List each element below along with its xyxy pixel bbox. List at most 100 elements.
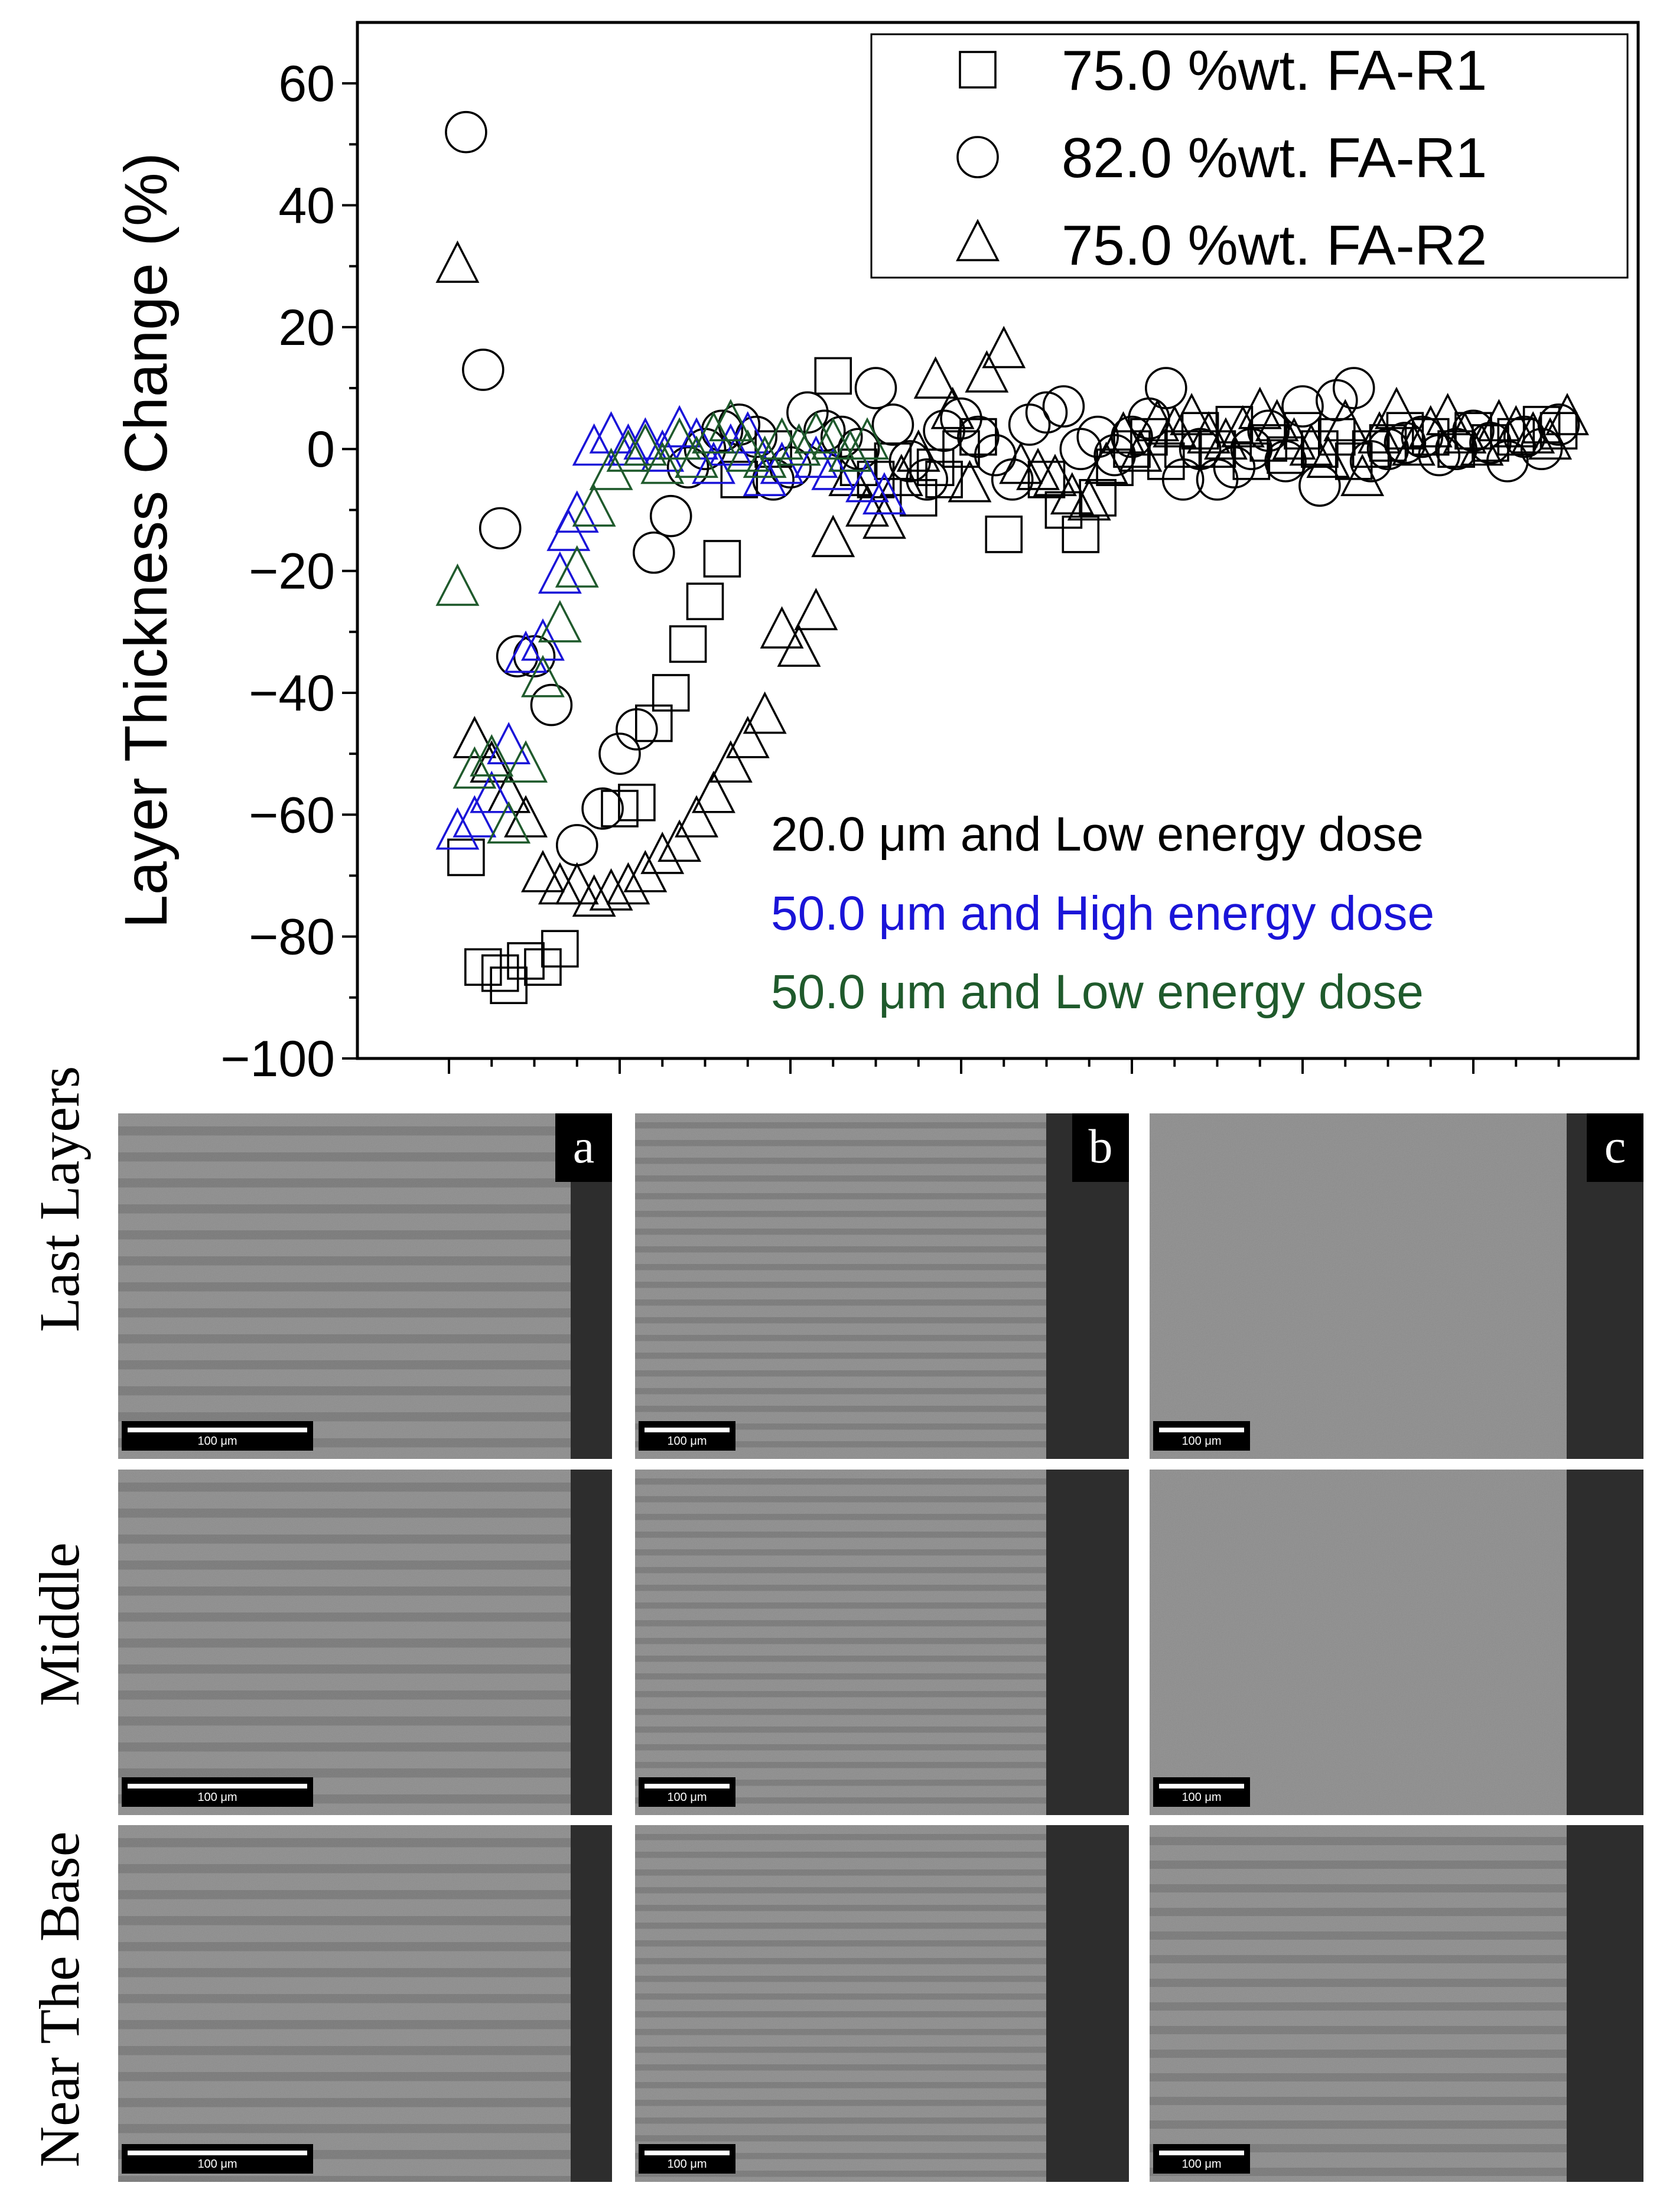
- data-point-series-5: [504, 740, 548, 783]
- scale-bar: 100 μm: [639, 2144, 735, 2174]
- data-point-series-3: [520, 849, 565, 892]
- micrograph-last-layers-b: b 100 μm: [635, 1113, 1129, 1459]
- data-point-series-5: [487, 801, 531, 844]
- data-point-series-2: [1401, 415, 1444, 458]
- data-point-series-1: [669, 625, 707, 663]
- data-point-series-4: [435, 807, 480, 850]
- y-axis-ticks: 60 40 20 0 −20 −40 −60 −80 −100: [220, 56, 357, 1087]
- data-point-series-2: [581, 787, 624, 830]
- y-tick-label: −40: [249, 665, 335, 722]
- y-axis-label: Layer Thickness Change (%): [112, 152, 180, 928]
- scale-bar: 100 μm: [122, 2144, 313, 2174]
- scale-bar-label: 100 μm: [667, 2158, 707, 2171]
- data-point-series-4: [640, 429, 685, 472]
- data-point-series-2: [1281, 385, 1324, 428]
- y-tick-label: −60: [249, 787, 335, 843]
- data-point-series-4: [589, 411, 633, 454]
- data-point-series-4: [572, 423, 616, 466]
- data-point-series-3: [1340, 454, 1385, 497]
- background-edge: [1567, 1470, 1643, 1815]
- data-point-series-5: [691, 411, 735, 454]
- data-point-series-5: [572, 484, 616, 527]
- y-tick-label: 60: [278, 56, 335, 112]
- data-point-series-1: [481, 954, 519, 992]
- legend-marker-2: [956, 136, 999, 178]
- data-point-series-3: [606, 862, 650, 905]
- scale-bar-label: 100 μm: [197, 1791, 237, 1804]
- data-point-series-3: [504, 795, 548, 838]
- data-point-series-2: [1042, 385, 1085, 428]
- data-point-series-3: [658, 819, 702, 862]
- data-point-series-3: [623, 849, 668, 892]
- data-point-series-2: [1093, 434, 1136, 477]
- data-point-series-1: [959, 418, 997, 456]
- y-tick-label: −100: [220, 1031, 335, 1087]
- legend-label-1: 75.0 %wt. FA-R1: [1062, 39, 1487, 102]
- background-edge: [571, 1470, 612, 1815]
- data-point-series-2: [871, 403, 914, 446]
- panel-tag-b: b: [1072, 1113, 1129, 1182]
- scale-bar-label: 100 μm: [1181, 1435, 1222, 1448]
- data-point-series-2: [1059, 428, 1102, 471]
- data-point-series-2: [1332, 367, 1375, 409]
- data-point-series-2: [1349, 440, 1392, 483]
- scale-bar: 100 μm: [1153, 1421, 1250, 1451]
- legend-label-2: 82.0 %wt. FA-R1: [1062, 126, 1487, 190]
- scale-bar: 100 μm: [1153, 2144, 1250, 2174]
- data-point-series-2: [1316, 379, 1358, 422]
- data-point-series-2: [616, 708, 658, 751]
- data-point-series-5: [828, 429, 873, 472]
- background-edge: [1046, 1825, 1129, 2182]
- data-point-series-4: [691, 441, 735, 484]
- data-point-series-4: [811, 447, 855, 490]
- scale-bar: 100 μm: [122, 1421, 313, 1451]
- row-label-middle: Middle: [28, 1542, 91, 1706]
- background-edge: [571, 1825, 612, 2182]
- micrograph-middle-b: 100 μm: [635, 1470, 1129, 1815]
- data-point-series-1: [541, 930, 579, 968]
- y-tick-label: −20: [249, 543, 335, 600]
- data-point-series-5: [589, 447, 633, 490]
- annotation-low-50um: 50.0 μm and Low energy dose: [771, 965, 1424, 1019]
- data-point-series-3: [555, 862, 599, 905]
- data-point-series-3: [1238, 386, 1282, 429]
- data-point-series-3: [999, 441, 1043, 484]
- data-point-series-1: [720, 461, 759, 499]
- data-point-series-5: [777, 423, 821, 466]
- data-point-series-5: [845, 417, 890, 460]
- data-point-series-1: [652, 674, 690, 712]
- data-point-series-2: [530, 683, 573, 727]
- scale-bar-label: 100 μm: [1181, 2158, 1222, 2171]
- legend-marker-1: [959, 51, 997, 89]
- scale-bar-label: 100 μm: [197, 1435, 237, 1448]
- data-point-series-2: [940, 397, 982, 440]
- data-point-series-3: [453, 715, 497, 758]
- data-point-series-3: [1460, 423, 1504, 466]
- data-point-series-4: [760, 441, 804, 484]
- data-point-series-2: [598, 732, 641, 775]
- micrograph-last-layers-c: c 100 μm: [1150, 1113, 1643, 1459]
- panel-tag-c: c: [1587, 1113, 1643, 1182]
- data-point-series-3: [725, 715, 770, 758]
- scale-bar: 100 μm: [639, 1421, 735, 1451]
- data-point-series-2: [445, 110, 487, 154]
- y-tick-label: 40: [278, 178, 335, 234]
- background-edge: [1567, 1825, 1643, 2182]
- data-point-series-3: [982, 325, 1026, 369]
- data-point-series-3: [777, 624, 821, 667]
- x-axis-ticks: [448, 1058, 1560, 1074]
- micrograph-middle-c: 100 μm: [1150, 1470, 1643, 1815]
- data-point-series-5: [606, 429, 650, 472]
- data-point-series-3: [1425, 393, 1470, 435]
- data-point-series-5: [520, 654, 565, 698]
- data-point-series-3: [1306, 435, 1350, 478]
- data-point-series-3: [1084, 441, 1128, 484]
- data-point-series-3: [896, 429, 940, 472]
- data-point-series-3: [743, 691, 787, 734]
- data-point-series-2: [786, 391, 829, 434]
- data-point-series-4: [520, 618, 565, 661]
- data-point-series-4: [504, 630, 548, 673]
- data-point-series-1: [1062, 515, 1100, 553]
- data-point-series-3: [930, 386, 975, 429]
- scale-bar-label: 100 μm: [197, 2158, 237, 2171]
